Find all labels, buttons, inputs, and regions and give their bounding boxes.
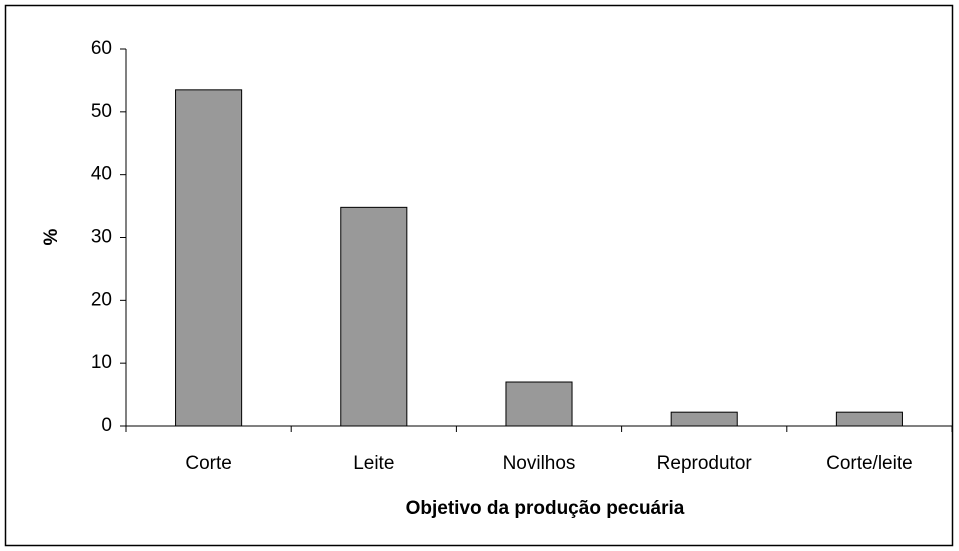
chart-border	[4, 4, 954, 547]
bar	[835, 411, 903, 427]
bar	[505, 381, 573, 427]
y-tick-label: 0	[101, 415, 112, 436]
y-tick-label: 60	[91, 38, 112, 59]
x-tick-label: Corte/leite	[826, 453, 913, 474]
y-tick-label: 50	[91, 101, 112, 122]
x-tick-label: Corte	[185, 453, 231, 474]
x-tick-label: Novilhos	[503, 453, 576, 474]
x-axis-label: Objetivo da produção pecuária	[406, 498, 685, 519]
y-tick-label: 40	[91, 164, 112, 185]
y-tick-label: 20	[91, 289, 112, 310]
bar	[340, 206, 408, 427]
x-tick-label: Reprodutor	[657, 453, 753, 474]
y-tick-label: 30	[91, 227, 112, 248]
y-tick-label: 10	[91, 352, 112, 373]
bar	[175, 89, 243, 427]
y-axis-label: %	[41, 228, 62, 245]
bar	[670, 411, 738, 427]
x-tick-label: Leite	[353, 453, 394, 474]
